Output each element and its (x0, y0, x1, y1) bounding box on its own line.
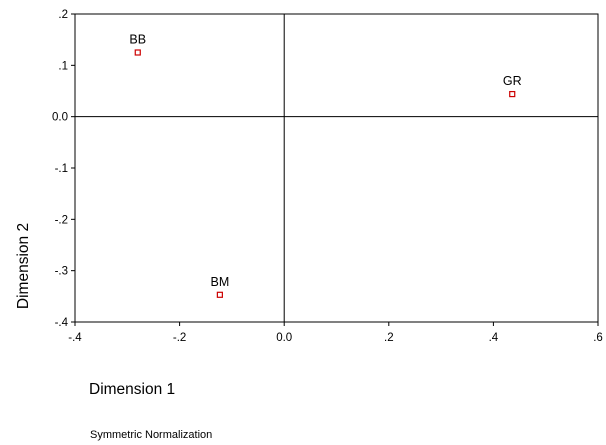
x-axis-ticks: -.4 -.2 0.0 .2 .4 .6 (68, 322, 603, 344)
x-tick-label: 0.0 (276, 332, 292, 344)
y-tick-label: .2 (58, 9, 68, 21)
x-tick-label: .6 (593, 332, 603, 344)
y-tick-label: -.4 (55, 317, 69, 329)
point-marker-bm (216, 291, 223, 298)
y-axis-ticks: .2 .1 0.0 -.1 -.2 -.3 -.4 (52, 9, 75, 329)
y-tick-label: 0.0 (52, 112, 68, 124)
y-axis-title: Dimension 2 (15, 223, 32, 309)
y-tick-label: .1 (58, 60, 68, 72)
point-label-bb: BB (129, 33, 146, 47)
x-tick-label: .4 (489, 332, 499, 344)
x-tick-label: -.4 (68, 332, 82, 344)
y-tick-label: -.2 (55, 214, 68, 226)
normalization-footnote: Symmetric Normalization (90, 429, 212, 441)
point-label-bm: BM (210, 275, 229, 289)
x-tick-label: .2 (384, 332, 394, 344)
point-marker-gr (509, 90, 516, 98)
data-points: BB GR BM (129, 33, 522, 298)
plot-frame (74, 13, 599, 323)
x-axis-title: Dimension 1 (89, 381, 175, 398)
x-tick-label: -.2 (173, 332, 186, 344)
reference-lines (75, 14, 598, 322)
y-tick-label: -.1 (55, 163, 68, 175)
point-label-gr: GR (503, 74, 522, 88)
y-tick-label: -.3 (55, 266, 68, 278)
point-marker-bb (134, 49, 141, 56)
